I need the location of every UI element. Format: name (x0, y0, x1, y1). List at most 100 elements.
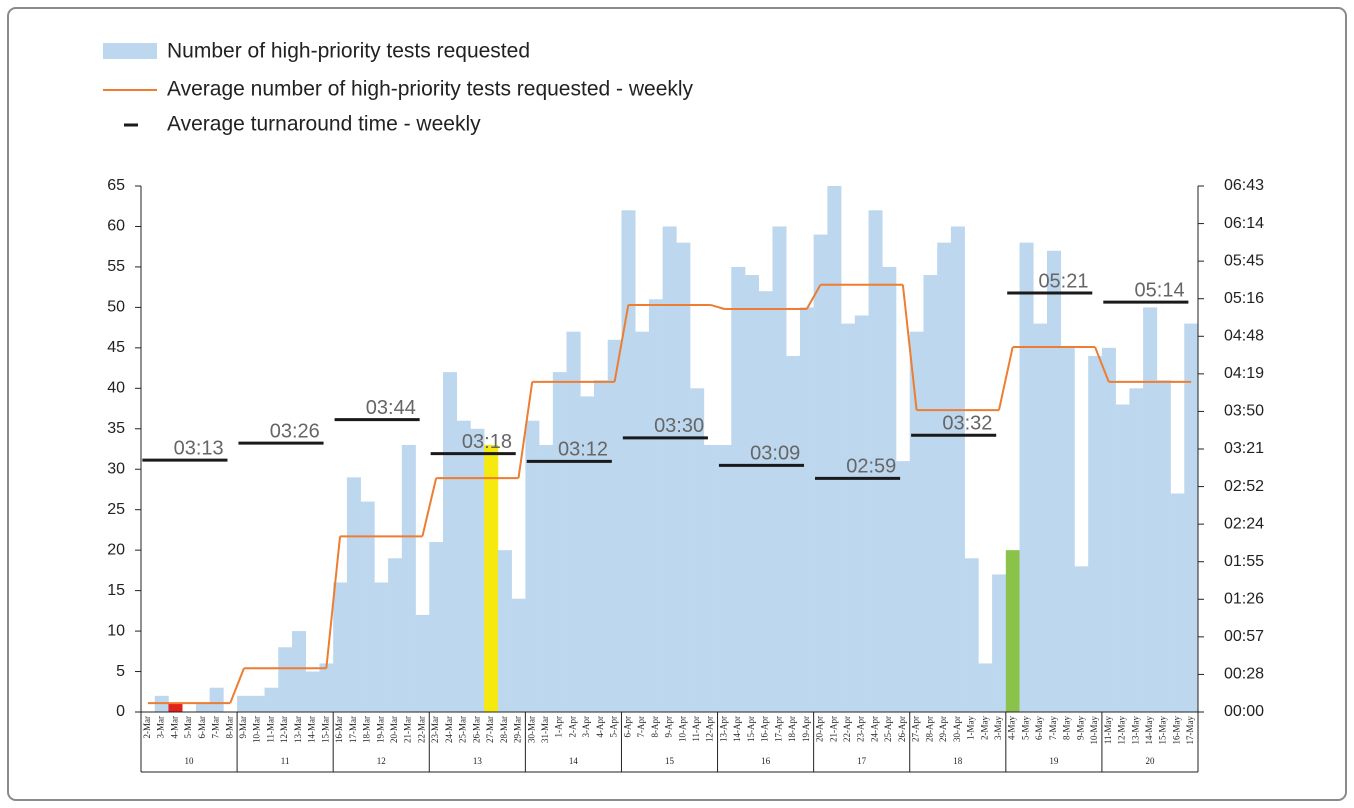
y2-tick-label: 05:16 (1224, 290, 1264, 307)
bar (1170, 493, 1185, 712)
x-tick-label: 26-Apr (897, 716, 907, 742)
x-tick-label: 8-May (1062, 716, 1072, 740)
bar (360, 501, 375, 712)
bar (1115, 404, 1130, 712)
line-connector (421, 477, 438, 537)
bar (1184, 323, 1199, 712)
x-tick-label: 5-May (1020, 716, 1030, 740)
bar (388, 558, 403, 712)
y2-tick-label: 04:19 (1224, 365, 1264, 382)
bar (717, 444, 732, 712)
bar (319, 663, 334, 712)
bar (292, 631, 307, 712)
group-label: 13 (473, 756, 483, 766)
x-tick-label: 10-Apr (677, 716, 687, 742)
x-tick-label: 2-May (979, 716, 989, 740)
x-tick-label: 13-May (1130, 716, 1140, 745)
bar (264, 687, 279, 712)
bar (594, 380, 609, 712)
bar (937, 242, 952, 712)
bar (539, 444, 554, 712)
bar (511, 598, 526, 712)
bar (1060, 347, 1075, 712)
x-tick-label: 25-Mar (458, 716, 468, 743)
bar (346, 477, 361, 712)
bar (497, 550, 512, 712)
bar (841, 323, 856, 712)
y-tick-label: 15 (107, 582, 125, 599)
x-tick-label: 27-Apr (911, 716, 921, 742)
x-tick-label: 2-Mar (142, 716, 152, 739)
x-tick-label: 20-Apr (815, 716, 825, 742)
bar (1019, 242, 1034, 712)
y2-tick-label: 00:28 (1224, 666, 1264, 683)
x-tick-label: 7-Apr (636, 716, 646, 738)
group-label: 14 (569, 756, 579, 766)
y-tick-label: 35 (107, 420, 125, 437)
bar (745, 275, 760, 712)
x-tick-label: 7-May (1048, 716, 1058, 740)
x-tick-label: 7-Mar (211, 716, 221, 739)
x-tick-label: 9-Mar (238, 716, 248, 739)
group-label: 18 (953, 756, 963, 766)
data-label: 05:14 (1135, 279, 1185, 301)
x-tick-label: 12-Apr (705, 716, 715, 742)
y2-tick-label: 01:26 (1224, 591, 1264, 608)
x-tick-label: 14-Mar (307, 716, 317, 743)
y2-tick-label: 05:45 (1224, 252, 1264, 269)
bar (1047, 250, 1062, 712)
x-tick-label: 1-May (966, 716, 976, 740)
y2-tick-label: 06:14 (1224, 215, 1264, 232)
bar (676, 242, 691, 712)
x-tick-label: 4-Mar (169, 716, 179, 739)
bar (401, 444, 416, 712)
y-tick-label: 60 (107, 218, 125, 235)
bar (484, 444, 499, 712)
bar (854, 315, 869, 712)
bar (896, 461, 911, 712)
group-label: 16 (761, 756, 771, 766)
data-label: 03:13 (174, 437, 224, 459)
y2-tick-label: 03:50 (1224, 403, 1264, 420)
bar (635, 331, 650, 712)
bar (333, 582, 348, 712)
x-tick-label: 4-Apr (595, 716, 605, 738)
y2-tick-label: 00:57 (1224, 628, 1264, 645)
y-tick-label: 0 (116, 703, 125, 720)
bar (964, 558, 979, 712)
group-label: 15 (665, 756, 675, 766)
x-tick-label: 5-Mar (183, 716, 193, 739)
y-tick-label: 45 (107, 339, 125, 356)
x-tick-label: 19-Apr (801, 716, 811, 742)
x-tick-label: 18-Mar (362, 716, 372, 743)
line-connector (805, 284, 822, 310)
data-label: 03:30 (654, 415, 704, 437)
x-tick-label: 8-Mar (224, 716, 234, 739)
bar (690, 388, 705, 712)
x-tick-label: 9-May (1075, 716, 1085, 740)
bar (1129, 388, 1144, 712)
bar (882, 266, 897, 712)
x-tick-label: 22-Mar (416, 716, 426, 743)
bar (429, 542, 444, 712)
data-label: 03:12 (558, 439, 608, 461)
x-tick-label: 10-Mar (252, 716, 262, 743)
bar (607, 339, 622, 712)
y2-tick-label: 03:21 (1224, 440, 1264, 457)
x-tick-label: 23-Apr (856, 716, 866, 742)
bar (909, 331, 924, 712)
x-tick-label: 27-Mar (485, 716, 495, 743)
bar (1156, 380, 1171, 712)
data-label: 03:26 (270, 420, 320, 442)
bar (415, 614, 430, 712)
line-connector (997, 346, 1014, 411)
x-tick-label: 3-Apr (581, 716, 591, 738)
x-tick-label: 5-Apr (609, 716, 619, 738)
x-tick-label: 6-Mar (197, 716, 207, 739)
bar (758, 291, 773, 712)
x-tick-label: 6-May (1034, 716, 1044, 740)
bar (978, 663, 993, 712)
x-tick-label: 15-Mar (320, 716, 330, 743)
y-tick-label: 5 (116, 663, 125, 680)
bar (786, 355, 801, 712)
